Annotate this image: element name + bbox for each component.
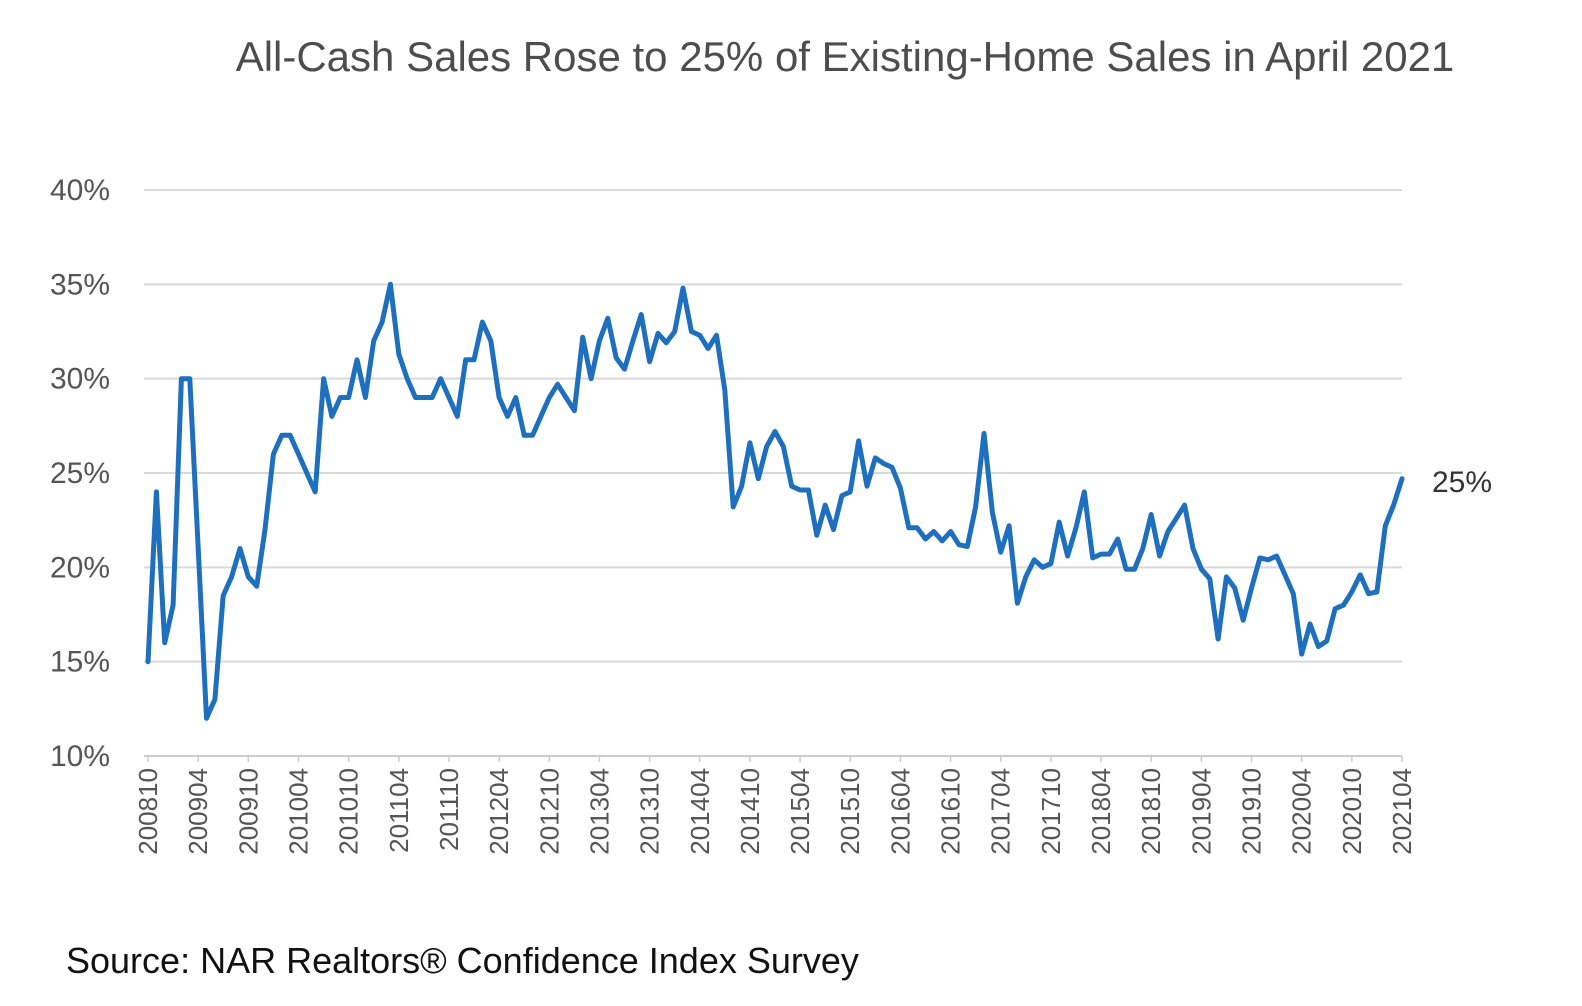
x-tick-label: 201604 [885, 768, 915, 855]
end-value-label: 25% [1432, 466, 1492, 499]
x-tick-label: 200904 [183, 768, 213, 855]
x-tick-label: 201810 [1136, 768, 1166, 855]
x-tick-label: 200910 [233, 768, 263, 855]
x-tick-label: 201904 [1186, 768, 1216, 855]
x-tick-label: 201910 [1237, 768, 1267, 855]
y-tick-label: 10% [50, 740, 110, 773]
x-tick-label: 202004 [1287, 768, 1317, 855]
x-tick-label: 201510 [835, 768, 865, 855]
x-tick-label: 202104 [1387, 768, 1417, 855]
chart-title: All-Cash Sales Rose to 25% of Existing-H… [236, 33, 1455, 80]
x-tick-label: 201104 [384, 768, 414, 853]
x-tick-label: 201204 [484, 768, 514, 855]
x-tick-label: 201304 [584, 768, 614, 855]
y-tick-label: 20% [50, 551, 110, 584]
y-axis: 10% 15% 20% 25% 30% 35% 40% [50, 174, 110, 773]
x-tick-label: 201410 [735, 768, 765, 855]
x-tick-label: 201004 [283, 768, 313, 855]
x-tick-label: 200810 [133, 768, 163, 855]
x-axis: 200810 200904 200910 201004 201010 201104 2011… [133, 755, 1417, 855]
y-tick-label: 15% [50, 646, 110, 679]
x-tick-label: 201210 [534, 768, 564, 855]
x-tick-label: 201404 [685, 768, 715, 855]
x-tick-label: 201310 [635, 768, 665, 855]
series-line-all-cash-sales [145, 281, 1405, 721]
y-tick-label: 40% [50, 174, 110, 207]
x-tick-label: 201010 [334, 768, 364, 855]
x-tick-label: 201610 [936, 768, 966, 855]
y-tick-label: 25% [50, 457, 110, 490]
x-tick-label: 201704 [986, 768, 1016, 855]
gridlines [144, 189, 1402, 757]
x-tick-label: 202010 [1337, 768, 1367, 855]
y-tick-label: 35% [50, 268, 110, 301]
y-tick-label: 30% [50, 363, 110, 396]
x-tick-label: 201110 [434, 768, 464, 851]
x-tick-label: 201504 [785, 768, 815, 855]
x-tick-label: 201710 [1036, 768, 1066, 855]
series-group [145, 281, 1405, 721]
x-tick-label: 201804 [1086, 768, 1116, 855]
source-note: Source: NAR Realtors® Confidence Index S… [66, 940, 859, 981]
